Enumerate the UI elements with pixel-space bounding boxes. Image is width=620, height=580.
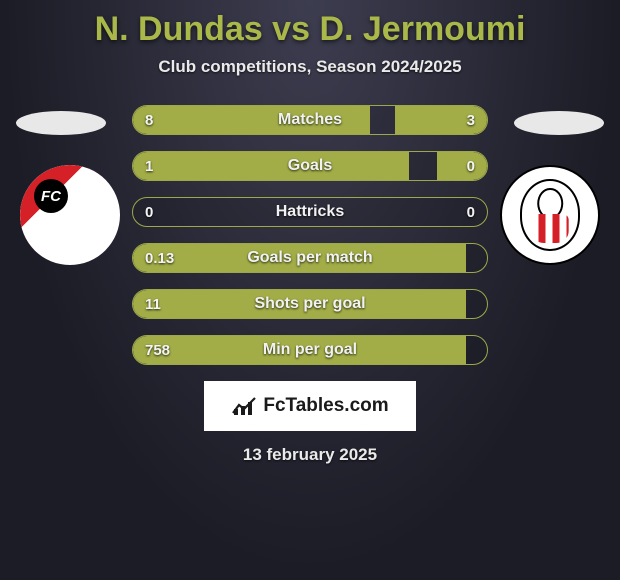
player-left-ellipse [16, 111, 106, 135]
fc-utrecht-fc-text: FC [34, 179, 68, 213]
stat-label: Matches [133, 106, 487, 134]
stat-label: Hattricks [133, 198, 487, 226]
stat-bar: 10Goals [132, 151, 488, 181]
comparison-title: N. Dundas vs D. Jermoumi [0, 0, 620, 49]
brand-chart-icon [231, 395, 257, 417]
comparison-date: 13 february 2025 [0, 445, 620, 465]
stat-label: Min per goal [133, 336, 487, 364]
content-area: FC 83Matches 10Goals 00Hattricks 0.13Goals … [0, 105, 620, 465]
stat-label: Goals [133, 152, 487, 180]
stat-bar: 0.13Goals per match [132, 243, 488, 273]
stat-label: Goals per match [133, 244, 487, 272]
club-crest-left: FC [20, 165, 120, 265]
stat-label: Shots per goal [133, 290, 487, 318]
stat-bar: 00Hattricks [132, 197, 488, 227]
stat-bar: 11Shots per goal [132, 289, 488, 319]
stat-bar: 83Matches [132, 105, 488, 135]
comparison-subtitle: Club competitions, Season 2024/2025 [0, 57, 620, 77]
player-right-ellipse [514, 111, 604, 135]
stats-bars: 83Matches 10Goals 00Hattricks 0.13Goals per… [132, 105, 488, 365]
club-crest-right [500, 165, 600, 265]
brand-badge: FcTables.com [204, 381, 416, 431]
stat-bar: 758Min per goal [132, 335, 488, 365]
brand-text: FcTables.com [263, 395, 388, 417]
